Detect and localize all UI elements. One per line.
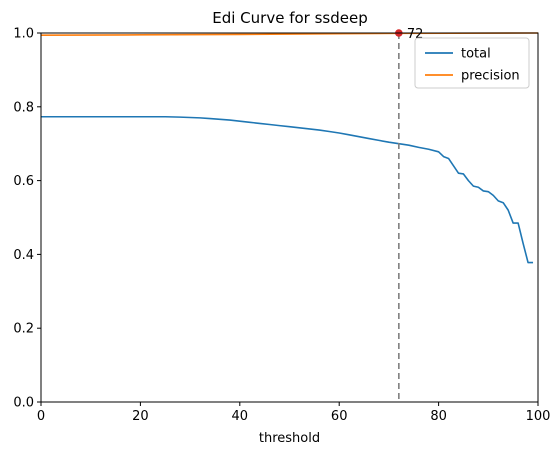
y-tick-label: 0.6	[13, 174, 34, 189]
x-axis: 0 20 40 60 80 100	[37, 402, 551, 424]
plot-frame	[40, 32, 539, 403]
x-tick-label: 60	[331, 409, 348, 424]
y-tick-label: 0.0	[13, 396, 34, 411]
x-axis-label: threshold	[259, 431, 320, 446]
y-tick-label: 1.0	[13, 27, 34, 42]
x-tick-label: 80	[430, 409, 447, 424]
x-tick-label: 0	[37, 409, 45, 424]
y-tick-label: 0.2	[13, 322, 34, 337]
y-tick-label: 0.8	[13, 100, 34, 115]
x-tick-label: 40	[232, 409, 249, 424]
legend-label-total: total	[461, 47, 491, 62]
x-tick-label: 20	[132, 409, 149, 424]
y-tick-label: 0.4	[13, 248, 34, 263]
x-tick-label: 100	[526, 409, 551, 424]
y-axis: 0.0 0.2 0.4 0.6 0.8 1.0	[13, 27, 41, 411]
chart-title: Edi Curve for ssdeep	[212, 9, 367, 27]
series-line-total	[41, 115, 534, 264]
legend: total precision	[414, 37, 530, 89]
legend-label-precision: precision	[461, 69, 520, 84]
